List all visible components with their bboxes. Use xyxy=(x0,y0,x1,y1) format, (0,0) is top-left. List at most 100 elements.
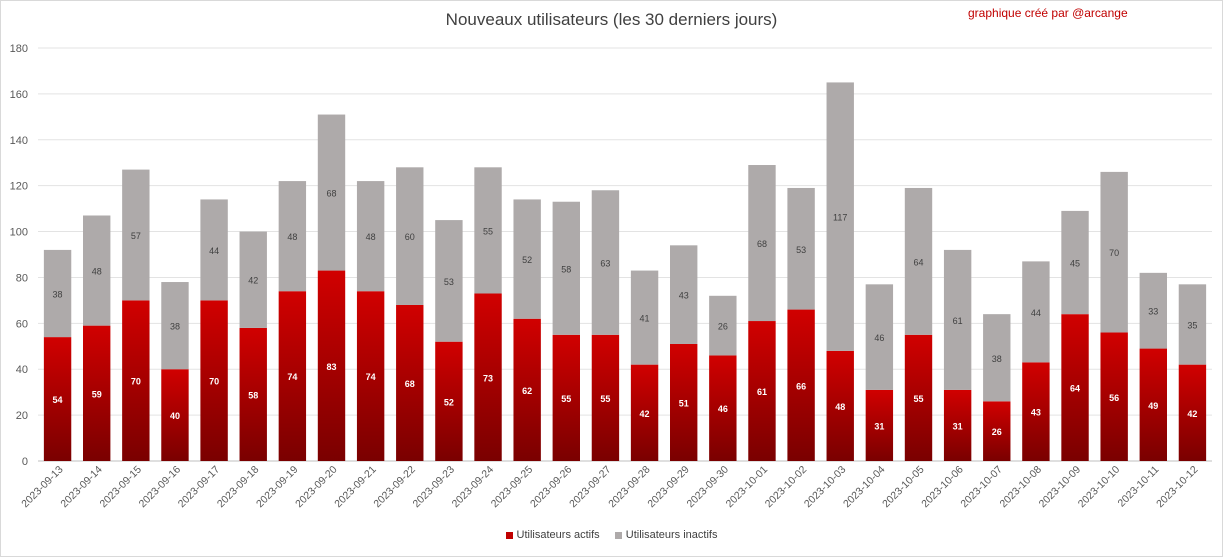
y-tick-label: 40 xyxy=(16,364,28,376)
data-label-inactive: 53 xyxy=(444,277,454,287)
data-label-active: 54 xyxy=(53,395,63,405)
y-tick-label: 20 xyxy=(16,410,28,422)
x-axis-ticks: 2023-09-132023-09-142023-09-152023-09-16… xyxy=(19,464,1200,511)
data-label-active: 70 xyxy=(131,377,141,387)
bar-inactive xyxy=(356,181,385,292)
data-label-active: 42 xyxy=(640,409,650,419)
bar-active xyxy=(630,364,659,461)
data-label-inactive: 38 xyxy=(170,322,180,332)
data-label-inactive: 60 xyxy=(405,232,415,242)
bar-active xyxy=(1139,348,1167,461)
x-tick-label: 2023-10-10 xyxy=(1076,464,1123,511)
bar-active xyxy=(356,291,385,461)
bar-active xyxy=(474,293,502,461)
data-label-active: 52 xyxy=(444,397,454,407)
bar-active xyxy=(787,309,815,461)
bar-active xyxy=(1022,362,1050,461)
data-label-inactive: 44 xyxy=(1031,308,1041,318)
bar-active xyxy=(748,321,776,461)
data-label-inactive: 55 xyxy=(483,226,493,236)
bar-active xyxy=(943,389,972,461)
data-label-inactive: 38 xyxy=(53,290,63,300)
bar-inactive xyxy=(435,220,463,342)
legend: Utilisateurs actifs Utilisateurs inactif… xyxy=(0,529,1223,542)
bar-inactive xyxy=(239,231,267,328)
data-label-active: 70 xyxy=(209,377,219,387)
data-label-active: 62 xyxy=(522,386,532,396)
data-label-active: 26 xyxy=(992,427,1002,437)
bar-active xyxy=(983,401,1011,461)
bar-inactive xyxy=(1061,210,1089,315)
data-label-inactive: 48 xyxy=(366,232,376,242)
data-label-active: 58 xyxy=(248,390,258,400)
data-label-active: 74 xyxy=(287,372,297,382)
bar-active xyxy=(1178,364,1207,461)
bar-active xyxy=(591,334,620,461)
y-tick-label: 80 xyxy=(16,272,28,284)
y-tick-label: 140 xyxy=(10,135,28,147)
data-label-inactive: 46 xyxy=(874,333,884,343)
bar-inactive xyxy=(748,165,776,322)
data-label-inactive: 53 xyxy=(796,245,806,255)
legend-swatch-active xyxy=(505,531,513,539)
bar-active xyxy=(161,369,189,461)
data-label-inactive: 68 xyxy=(757,239,767,249)
data-label-active: 59 xyxy=(92,389,102,399)
data-label-inactive: 35 xyxy=(1187,320,1197,330)
data-label-inactive: 117 xyxy=(833,213,847,223)
legend-label-inactive: Utilisateurs inactifs xyxy=(625,529,718,541)
data-label-active: 74 xyxy=(366,372,376,382)
bar-active xyxy=(83,325,111,461)
chart-title: Nouveaux utilisateurs (les 30 derniers j… xyxy=(445,10,778,29)
bar-inactive xyxy=(513,199,541,319)
bar-active xyxy=(278,291,307,461)
bar-inactive xyxy=(826,82,854,351)
data-label-inactive: 52 xyxy=(522,255,532,265)
data-label-inactive: 70 xyxy=(1109,248,1119,258)
bar-inactive xyxy=(317,114,346,271)
bar-inactive xyxy=(709,295,737,356)
bar-active xyxy=(239,327,267,461)
bar-active xyxy=(865,389,894,461)
y-tick-label: 180 xyxy=(10,43,28,55)
data-label-active: 55 xyxy=(561,394,571,404)
y-tick-label: 120 xyxy=(10,181,28,193)
x-tick-label: 2023-10-12 xyxy=(1154,464,1201,511)
bar-inactive xyxy=(983,314,1011,402)
bar-inactive xyxy=(943,249,972,390)
bar-inactive xyxy=(1139,272,1167,349)
data-label-active: 55 xyxy=(600,394,610,404)
data-label-active: 42 xyxy=(1187,409,1197,419)
bar-inactive xyxy=(1022,261,1050,363)
bar-inactive xyxy=(591,190,620,335)
bar-active xyxy=(1100,332,1128,461)
data-label-active: 66 xyxy=(796,381,806,391)
bar-inactive xyxy=(787,187,815,310)
data-label-inactive: 48 xyxy=(287,232,297,242)
legend-swatch-inactive xyxy=(614,531,622,539)
bar-inactive xyxy=(474,167,502,294)
chart-credit: graphique créé par @arcange xyxy=(968,6,1128,20)
data-label-active: 31 xyxy=(953,421,963,431)
bar-inactive xyxy=(278,181,307,292)
legend-item-inactive: Utilisateurs inactifs xyxy=(614,529,718,541)
data-label-inactive: 41 xyxy=(640,314,650,324)
data-label-active: 64 xyxy=(1070,384,1080,394)
bar-active xyxy=(43,337,72,461)
data-label-inactive: 63 xyxy=(600,259,610,269)
bar-active xyxy=(317,270,346,461)
bar-inactive xyxy=(161,282,189,370)
data-label-inactive: 26 xyxy=(718,322,728,332)
data-label-inactive: 61 xyxy=(953,316,963,326)
bar-inactive xyxy=(670,245,698,344)
bars xyxy=(43,82,1207,461)
data-labels: 54 38 59 48 70 57 40 38 70 44 58 42 74 48 83 68 74 48 68 60… xyxy=(53,189,1198,438)
data-label-inactive: 48 xyxy=(92,267,102,277)
data-label-active: 55 xyxy=(913,394,923,404)
bar-inactive xyxy=(552,201,580,335)
bar-active xyxy=(435,341,463,461)
bar-inactive xyxy=(1100,171,1128,333)
y-tick-label: 160 xyxy=(10,89,28,101)
bar-active xyxy=(200,300,228,461)
